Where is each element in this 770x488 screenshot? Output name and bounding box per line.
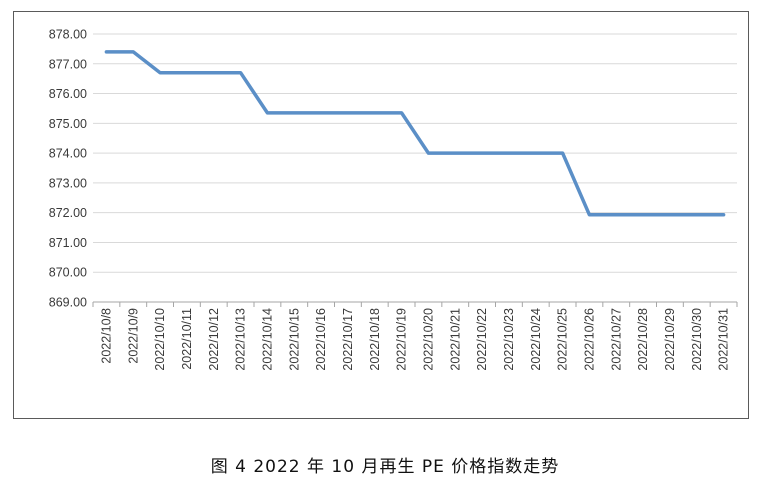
x-tick-label: 2022/10/29	[663, 308, 677, 371]
x-tick-label: 2022/10/22	[475, 308, 489, 371]
x-tick-label: 2022/10/20	[421, 308, 435, 371]
x-tick-label: 2022/10/16	[314, 308, 328, 371]
figure-caption: 图 4 2022 年 10 月再生 PE 价格指数走势	[0, 452, 770, 477]
axes	[93, 302, 737, 307]
x-tick-label: 2022/10/25	[556, 308, 570, 371]
y-tick-label: 870.00	[49, 266, 87, 280]
chart-frame: 869.00 870.00 871.00 872.00 873.00 874.00 875.…	[13, 11, 749, 419]
x-tick-label: 2022/10/28	[636, 308, 650, 371]
x-tick-label: 2022/10/18	[368, 308, 382, 371]
series-line	[106, 52, 723, 215]
x-tick-label: 2022/10/14	[260, 308, 274, 371]
x-tick-label: 2022/10/8	[99, 308, 113, 364]
x-tick-label: 2022/10/13	[234, 308, 248, 371]
y-tick-label: 875.00	[49, 117, 87, 131]
y-tick-label: 872.00	[49, 206, 87, 220]
x-tick-label: 2022/10/30	[690, 308, 704, 371]
gridlines	[93, 34, 737, 272]
x-tick-label: 2022/10/31	[717, 308, 731, 371]
x-tick-label: 2022/10/21	[448, 308, 462, 371]
x-tick-label: 2022/10/11	[180, 308, 194, 370]
x-tick-label: 2022/10/17	[341, 308, 355, 371]
y-tick-label: 874.00	[49, 147, 87, 161]
y-tick-label: 871.00	[49, 236, 87, 250]
x-tick-label: 2022/10/27	[609, 308, 623, 371]
y-tick-label: 869.00	[49, 296, 87, 310]
y-tick-label: 877.00	[49, 57, 87, 71]
x-tick-label: 2022/10/10	[153, 308, 167, 371]
line-chart: 869.00 870.00 871.00 872.00 873.00 874.00 875.…	[14, 12, 750, 420]
x-tick-label: 2022/10/24	[529, 308, 543, 371]
y-tick-label: 878.00	[49, 28, 87, 42]
x-tick-labels: 2022/10/8 2022/10/9 2022/10/10 2022/10/11 20…	[99, 308, 730, 371]
y-tick-labels: 869.00 870.00 871.00 872.00 873.00 874.00 875.…	[49, 28, 87, 310]
x-tick-label: 2022/10/9	[126, 308, 140, 364]
x-tick-label: 2022/10/23	[502, 308, 516, 371]
x-tick-label: 2022/10/15	[287, 308, 301, 371]
y-tick-label: 873.00	[49, 176, 87, 190]
x-tick-label: 2022/10/12	[207, 308, 221, 371]
y-tick-label: 876.00	[49, 87, 87, 101]
x-tick-label: 2022/10/19	[395, 308, 409, 371]
series	[106, 52, 723, 215]
x-tick-label: 2022/10/26	[582, 308, 596, 371]
